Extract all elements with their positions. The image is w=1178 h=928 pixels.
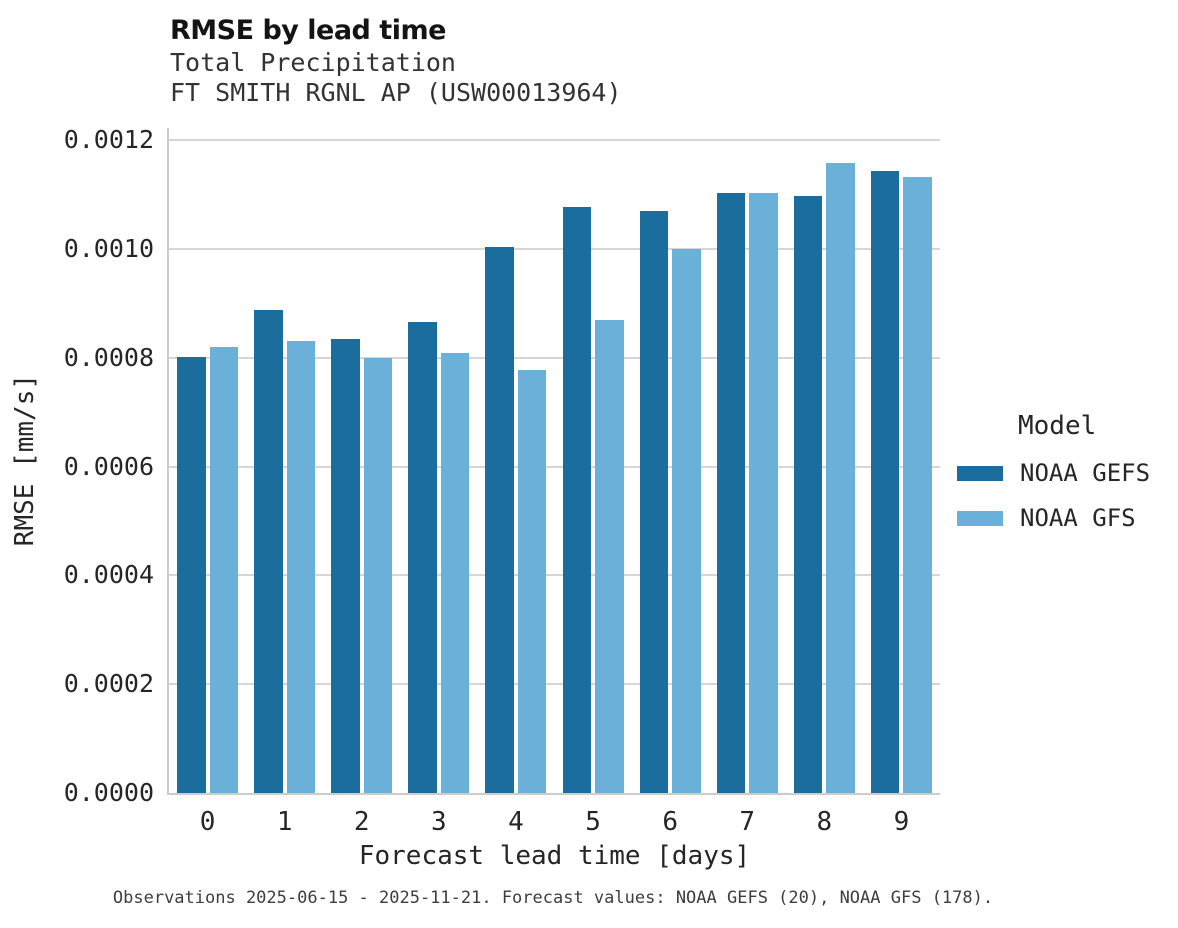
legend-item-label: NOAA GEFS (1020, 459, 1151, 487)
x-tick-label: 2 (353, 807, 370, 837)
bar (672, 248, 701, 793)
bar (562, 206, 591, 793)
plot-area: 0.0000 0.0002 0.0004 0.0006 0.0008 0.0010 0.00… (64, 126, 940, 871)
x-tick-label: 3 (431, 807, 447, 837)
bar (903, 177, 932, 793)
gridline (169, 356, 940, 359)
y-tick-label: 0.0006 (63, 451, 154, 481)
bar (363, 358, 393, 793)
bar (826, 162, 855, 793)
bar (331, 339, 360, 793)
bar (595, 320, 624, 793)
x-tick-label: 8 (816, 807, 833, 837)
legend-item: NOAA GEFS (957, 459, 1175, 487)
gridline (169, 247, 940, 250)
bar (517, 370, 547, 793)
x-tick-label: 1 (276, 807, 293, 837)
gridline (169, 139, 940, 141)
y-tick-label: 0.0000 (63, 778, 154, 807)
chart-subtitle-station: FT SMITH RGNL AP (USW00013964) (170, 78, 622, 107)
y-tick-label: 0.0010 (63, 233, 154, 263)
bar (639, 211, 669, 793)
x-axis-title: Forecast lead time [days] (358, 841, 751, 871)
legend: Model NOAA GEFS NOAA GFS (957, 410, 1175, 532)
x-tick-label: 4 (508, 807, 524, 837)
y-tick-label: 0.0004 (63, 560, 154, 590)
y-tick-label: 0.0012 (63, 125, 154, 154)
chart-title: RMSE by lead time (170, 15, 446, 46)
bar (870, 171, 900, 793)
bar (749, 192, 778, 793)
legend-title: Model (1018, 411, 1097, 441)
bar (254, 309, 283, 793)
y-tick-label: 0.0008 (63, 342, 154, 372)
bar (440, 352, 470, 793)
y-tick-label: 0.0002 (63, 669, 154, 699)
bar (408, 322, 437, 793)
x-tick-label: 0 (199, 807, 216, 837)
chart-header: RMSE by lead time Total Precipitation FT… (170, 14, 622, 108)
footer-caption: Observations 2025-06-15 - 2025-11-21. Fo… (112, 888, 994, 908)
legend-item-label: NOAA GFS (1020, 504, 1136, 532)
bar (716, 192, 746, 793)
bar (485, 247, 514, 793)
legend-swatch (957, 510, 1003, 526)
x-tick-label: 5 (585, 807, 601, 837)
x-tick-label: 9 (893, 807, 910, 837)
gridline (169, 574, 940, 577)
chart-subtitle-variable: Total Precipitation (170, 48, 456, 77)
bar (209, 346, 238, 793)
x-tick-label: 7 (739, 807, 756, 837)
legend-item: NOAA GFS (957, 504, 1175, 532)
bar (286, 340, 316, 793)
y-axis-title: RMSE [mm/s] (10, 128, 40, 793)
bar (177, 356, 206, 793)
bar (793, 196, 823, 793)
legend-items: NOAA GEFS NOAA GFS (957, 459, 1175, 532)
gridline (169, 465, 940, 468)
y-axis-title-text: RMSE [mm/s] (10, 374, 40, 547)
gridline (169, 683, 940, 686)
x-tick-label: 6 (662, 807, 678, 837)
legend-swatch (957, 465, 1003, 481)
